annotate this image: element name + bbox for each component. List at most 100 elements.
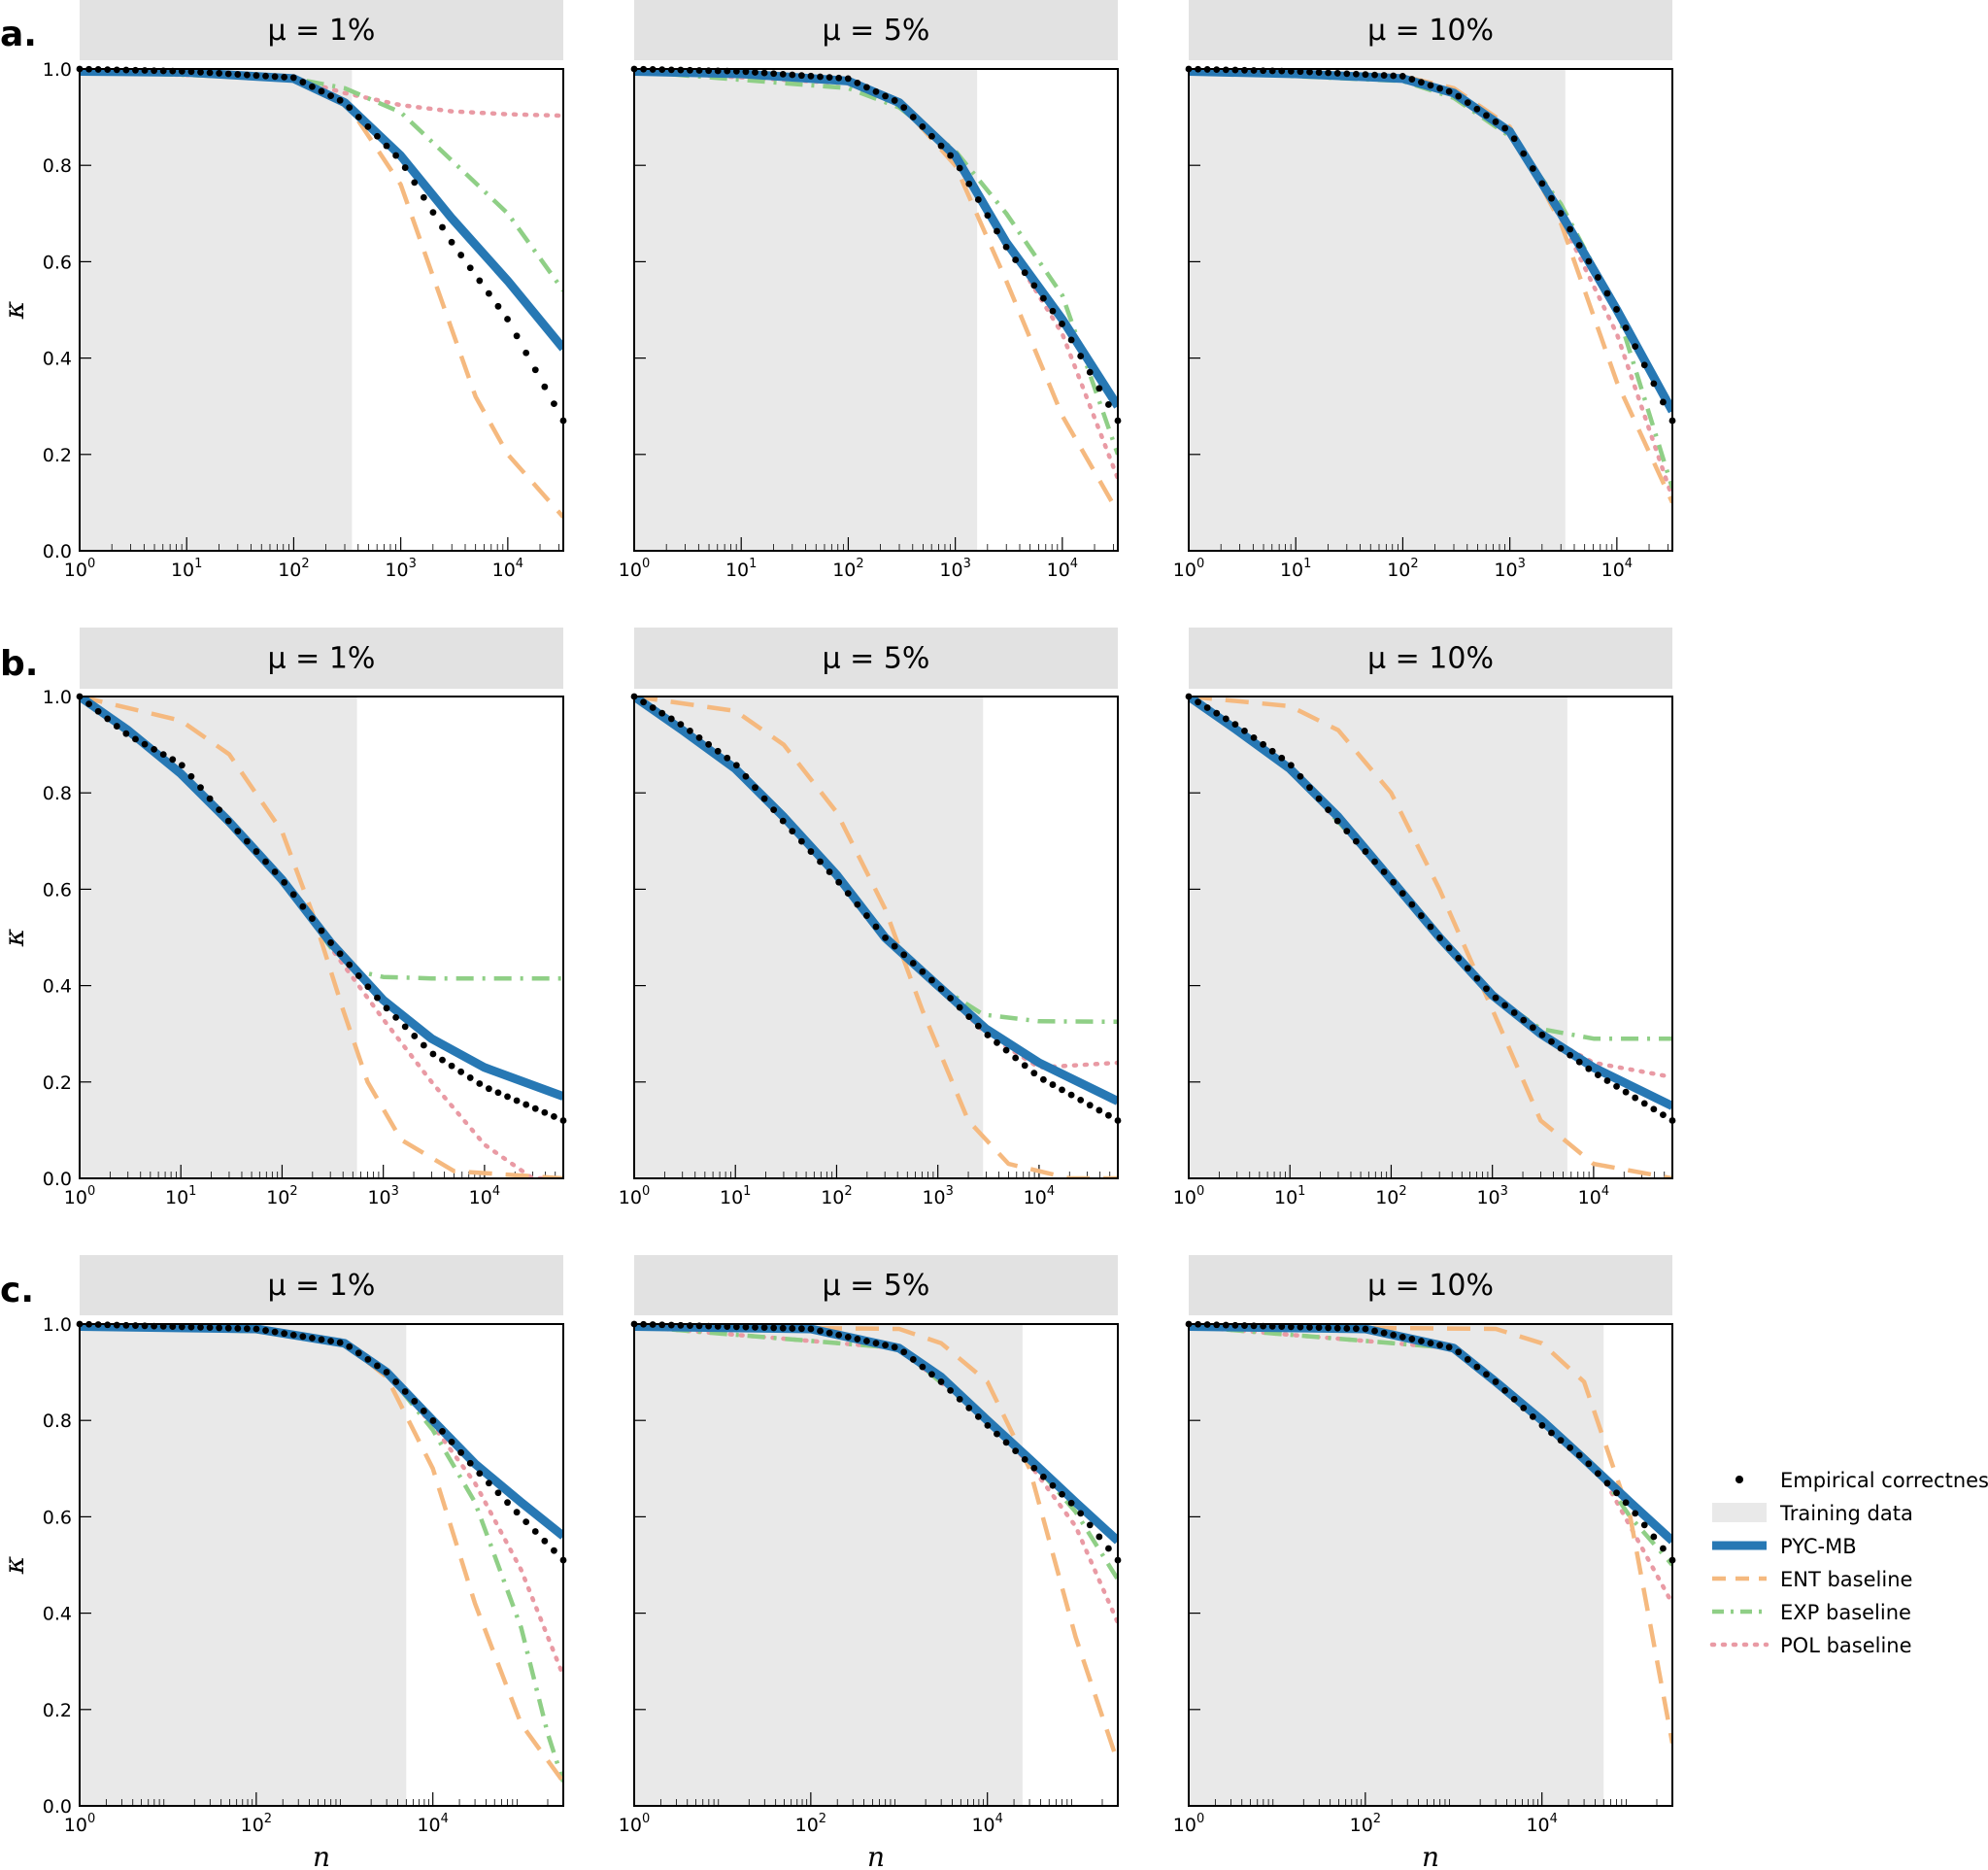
empirical-point — [1231, 721, 1239, 729]
y-tick-label: 0.8 — [43, 783, 72, 804]
empirical-point — [113, 723, 120, 730]
empirical-point — [1622, 324, 1630, 331]
empirical-point — [289, 1331, 297, 1339]
empirical-point — [494, 302, 502, 310]
empirical-point — [1603, 1077, 1611, 1084]
panel-c-1: μ = 1% 0.0 0.2 0.4 0.6 0.8 1.0 100 102 104 — [43, 1255, 567, 1836]
empirical-point — [1408, 901, 1416, 908]
legend-item-exp: EXP baseline — [1712, 1601, 1911, 1624]
empirical-point — [770, 806, 778, 814]
empirical-point — [1067, 1091, 1075, 1099]
empirical-point — [1632, 1510, 1639, 1517]
x-tick-label: 102 — [241, 1812, 272, 1836]
empirical-point — [724, 754, 731, 762]
empirical-point — [732, 762, 740, 769]
empirical-point — [354, 972, 362, 979]
empirical-point — [122, 1321, 130, 1329]
empirical-point — [882, 92, 889, 100]
x-tick-label: 104 — [1047, 557, 1078, 581]
facet-strip — [634, 628, 1118, 689]
training-region — [80, 1324, 407, 1806]
empirical-point — [551, 400, 557, 408]
empirical-point — [346, 1343, 354, 1350]
x-tick-label: 104 — [971, 1812, 1002, 1836]
empirical-point — [797, 837, 805, 845]
empirical-point — [224, 1324, 232, 1332]
empirical-point — [327, 92, 334, 100]
empirical-point — [1222, 1321, 1230, 1329]
empirical-point — [1002, 1046, 1010, 1054]
empirical-point — [271, 1328, 279, 1336]
empirical-point — [1371, 71, 1378, 79]
plot-frame — [633, 68, 1119, 552]
facet-title: μ = 1% — [268, 642, 376, 676]
empirical-point — [494, 1489, 502, 1497]
empirical-point — [1501, 1387, 1509, 1394]
empirical-point — [354, 114, 362, 120]
y-tick-label: 0.0 — [43, 1796, 72, 1818]
legend-marker-training — [1712, 1503, 1767, 1522]
empirical-point — [797, 72, 805, 80]
empirical-point — [1585, 1460, 1593, 1468]
empirical-point — [132, 735, 139, 743]
empirical-point — [1408, 1336, 1416, 1343]
empirical-point — [1362, 1325, 1369, 1333]
empirical-point — [695, 733, 703, 741]
x-tick-label: 101 — [1274, 1184, 1305, 1208]
series-ent-line — [634, 69, 1118, 514]
empirical-point — [770, 70, 778, 78]
empirical-point — [1095, 1106, 1103, 1114]
empirical-point — [1408, 76, 1416, 83]
empirical-point — [281, 1330, 288, 1338]
empirical-point — [1306, 68, 1313, 76]
empirical-point — [271, 73, 279, 81]
empirical-point — [346, 961, 354, 969]
empirical-point — [327, 939, 334, 946]
empirical-point — [262, 1327, 269, 1334]
empirical-point — [159, 751, 167, 758]
empirical-point — [1548, 194, 1555, 202]
x-tick-label: 100 — [64, 557, 95, 581]
empirical-point — [513, 1509, 521, 1516]
empirical-point — [504, 1093, 511, 1101]
empirical-point — [439, 1428, 446, 1435]
empirical-point — [1371, 858, 1378, 866]
panel-c-2: μ = 5% 100 102 104 — [619, 1255, 1122, 1836]
empirical-point — [1538, 180, 1546, 187]
empirical-point — [1315, 69, 1323, 76]
empirical-point — [1650, 380, 1658, 388]
empirical-point — [401, 164, 409, 171]
empirical-point — [522, 349, 530, 357]
empirical-point — [289, 74, 297, 82]
empirical-point — [1343, 828, 1351, 835]
x-tick-label: 102 — [821, 1184, 852, 1208]
empirical-point — [1418, 912, 1425, 919]
empirical-point — [742, 772, 750, 780]
x-tick-label: 103 — [1494, 557, 1525, 581]
empirical-point — [984, 212, 992, 220]
empirical-point — [1362, 71, 1369, 79]
plot-frame — [1188, 696, 1673, 1179]
empirical-point — [1622, 1499, 1630, 1507]
empirical-point — [551, 1112, 557, 1120]
series-pyc-line — [80, 69, 563, 352]
empirical-point — [1436, 85, 1443, 92]
empirical-point — [817, 858, 824, 866]
empirical-point — [1352, 70, 1360, 78]
empirical-point — [1660, 1111, 1667, 1119]
empirical-point — [1436, 935, 1443, 941]
empirical-point — [336, 96, 344, 104]
empirical-point — [271, 868, 279, 875]
empirical-point — [392, 152, 400, 159]
empirical-point — [224, 817, 232, 825]
empirical-point — [1575, 242, 1583, 249]
legend-label: ENT baseline — [1780, 1568, 1912, 1591]
empirical-point — [1632, 343, 1639, 351]
training-region — [80, 697, 357, 1178]
empirical-point — [476, 1080, 484, 1087]
empirical-point — [1012, 256, 1020, 263]
x-axis-label-3: n — [1422, 1841, 1439, 1870]
empirical-point — [1455, 1348, 1463, 1356]
empirical-point — [1445, 87, 1453, 95]
empirical-point — [262, 858, 269, 866]
